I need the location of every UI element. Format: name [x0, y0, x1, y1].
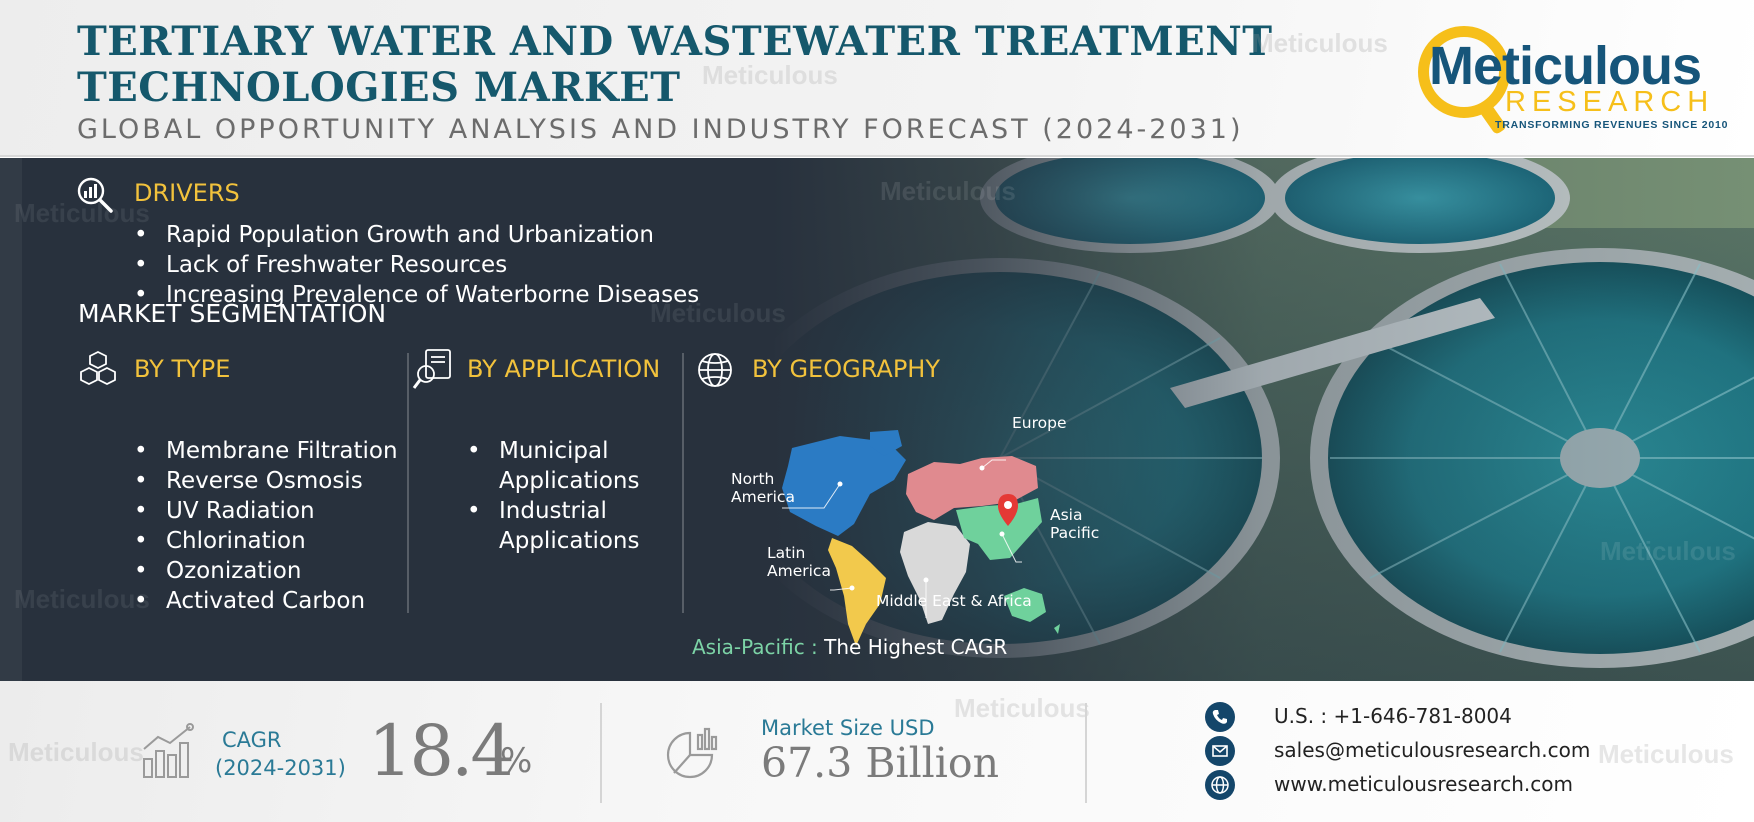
- map-label-middle-east-africa: Middle East & Africa: [876, 592, 1032, 610]
- drivers-heading: DRIVERS: [134, 179, 240, 207]
- by-type-heading: BY TYPE: [134, 355, 231, 383]
- map-region-australia: [1004, 588, 1046, 622]
- watermark: Meticulous: [1600, 536, 1736, 566]
- map-region-greenland: [870, 430, 902, 456]
- map-label-north-america-2: America: [731, 488, 795, 506]
- footer: Meticulous Meticulous Meticulous CAGR (2…: [0, 681, 1754, 822]
- map-label-asia-pacific-2: Pacific: [1050, 524, 1100, 542]
- application-item-line1: Industrial: [499, 498, 607, 524]
- phone-icon[interactable]: [1205, 702, 1235, 732]
- watermark: Meticulous: [1598, 739, 1734, 769]
- logo-research: RESEARCH: [1505, 86, 1715, 118]
- type-list: Membrane Filtration Reverse Osmosis UV R…: [134, 436, 398, 616]
- application-item-line1: Municipal: [499, 438, 609, 464]
- magnifier-icon: [1418, 26, 1510, 118]
- map-label-europe: Europe: [1012, 414, 1067, 432]
- type-item: Reverse Osmosis: [134, 466, 398, 496]
- column-divider: [407, 353, 409, 613]
- document-search-icon: [412, 349, 451, 389]
- page-title-line-1: TERTIARY WATER AND WASTEWATER TREATMENT: [77, 18, 1273, 65]
- application-item: Municipal Applications: [467, 436, 640, 496]
- driver-item: Increasing Prevalence of Waterborne Dise…: [134, 280, 699, 310]
- watermark: Meticulous: [14, 584, 150, 614]
- type-item: Membrane Filtration: [134, 436, 398, 466]
- cagr-period: (2024-2031): [215, 756, 346, 780]
- contact-email[interactable]: sales@meticulousresearch.com: [1274, 738, 1591, 762]
- drivers-list: Rapid Population Growth and Urbanization…: [134, 220, 699, 310]
- footer-divider: [600, 703, 602, 803]
- map-region-north-america: [782, 436, 906, 536]
- magnifier-chart-icon: [77, 177, 113, 213]
- map-region-middle-east-africa: [900, 522, 970, 624]
- globe-icon: [698, 353, 732, 387]
- content-panel: Meticulous Meticulous Meticulous Meticul…: [0, 158, 1754, 681]
- cagr-label: CAGR: [222, 728, 282, 752]
- column-divider: [682, 353, 684, 613]
- company-logo[interactable]: Meticulous RESEARCH TRANSFORMING REVENUE…: [1413, 22, 1728, 140]
- highest-cagr-text: The Highest CAGR: [817, 635, 1008, 659]
- map-label-latin-america-2: America: [767, 562, 831, 580]
- watermark: Meticulous: [8, 737, 144, 767]
- cagr-value: 18.4: [368, 710, 515, 792]
- footer-divider: [1085, 703, 1087, 803]
- page-subtitle: GLOBAL OPPORTUNITY ANALYSIS AND INDUSTRY…: [77, 114, 1244, 145]
- map-label-asia-pacific-1: Asia: [1050, 506, 1083, 524]
- application-item: Industrial Applications: [467, 496, 640, 556]
- contact-website[interactable]: www.meticulousresearch.com: [1274, 772, 1573, 796]
- website-globe-icon[interactable]: [1205, 770, 1235, 800]
- highest-cagr-note: Asia-Pacific : The Highest CAGR: [692, 634, 1007, 660]
- map-region-asia-pacific: [956, 498, 1042, 560]
- map-region-nz: [1054, 624, 1060, 634]
- page-title-line-2: TECHNOLOGIES MARKET: [77, 64, 681, 111]
- market-size-value: 67.3 Billion: [761, 739, 999, 787]
- by-application-heading: BY APPLICATION: [467, 355, 661, 383]
- pie-chart-icon: [666, 727, 718, 779]
- watermark: Meticulous: [954, 693, 1090, 723]
- type-item: Chlorination: [134, 526, 398, 556]
- email-icon[interactable]: [1205, 736, 1235, 766]
- cubes-icon: [80, 350, 116, 386]
- location-pin-icon: [998, 494, 1018, 526]
- segmentation-title: MARKET SEGMENTATION: [78, 299, 387, 328]
- type-item: Activated Carbon: [134, 586, 398, 616]
- application-item-line2: Applications: [499, 528, 640, 554]
- panel-edge: [0, 158, 22, 681]
- logo-tagline: TRANSFORMING REVENUES SINCE 2010: [1495, 119, 1729, 131]
- map-region-latin-america: [828, 538, 886, 646]
- map-region-europe: [906, 456, 1038, 520]
- watermark: Meticulous: [14, 198, 150, 228]
- market-size-label: Market Size USD: [761, 716, 935, 740]
- growth-chart-icon: [143, 723, 194, 778]
- logo-name: Meticulous: [1429, 36, 1702, 96]
- cagr-unit: %: [500, 741, 533, 781]
- contact-phone[interactable]: U.S. : +1-646-781-8004: [1274, 704, 1512, 728]
- type-item: Ozonization: [134, 556, 398, 586]
- watermark: Meticulous: [702, 60, 838, 90]
- watermark: Meticulous: [880, 176, 1016, 206]
- world-map: [782, 430, 1060, 646]
- driver-item: Lack of Freshwater Resources: [134, 250, 699, 280]
- header: TERTIARY WATER AND WASTEWATER TREATMENT …: [0, 0, 1754, 157]
- highest-cagr-region: Asia-Pacific :: [692, 635, 818, 659]
- type-item: UV Radiation: [134, 496, 398, 526]
- application-list: Municipal Applications Industrial Applic…: [467, 436, 640, 556]
- application-item-line2: Applications: [499, 468, 640, 494]
- map-label-latin-america-1: Latin: [767, 544, 806, 562]
- driver-item: Rapid Population Growth and Urbanization: [134, 220, 699, 250]
- by-geography-heading: BY GEOGRAPHY: [752, 355, 940, 383]
- map-label-north-america-1: North: [731, 470, 775, 488]
- watermark: Meticulous: [1252, 28, 1388, 58]
